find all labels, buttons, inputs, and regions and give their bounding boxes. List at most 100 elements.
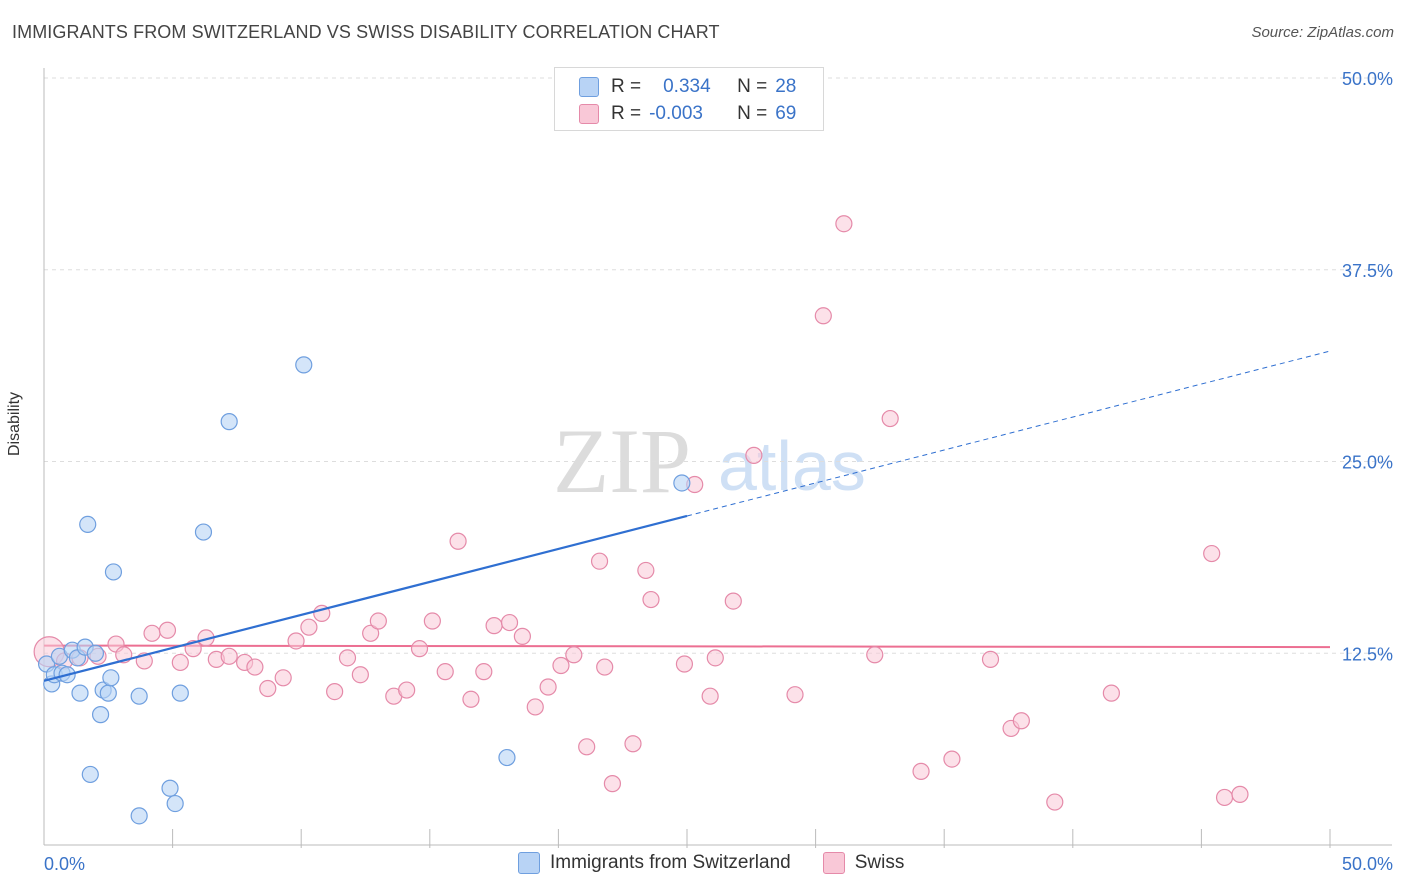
immigrants-trend-line [43,350,1331,682]
immigrants-swatch [518,852,540,874]
y-tick-label: 12.5% [1342,644,1393,664]
immigrants-point [130,687,148,705]
immigrants-point [673,474,691,492]
swiss-point [300,618,318,636]
swiss-point [500,613,519,632]
chart-title: IMMIGRANTS FROM SWITZERLAND VS SWISS DIS… [12,22,720,42]
swiss-point [143,624,161,642]
immigrants-points [37,356,691,825]
swiss-point [423,612,441,630]
gridlines [44,77,1392,654]
x-tick-label: 0.0% [44,854,85,874]
swiss-point [539,678,557,696]
immigrants-point [161,779,179,797]
swiss-point [701,687,719,705]
immigrants-point [498,748,516,767]
swiss-point [814,307,832,325]
immigrants-point [295,356,313,374]
tick-labels: 12.5% 25.0% 37.5% 50.0% 0.0% 50.0% [44,69,1393,874]
immigrants-point [81,765,99,784]
legend-label: Swiss [854,852,905,873]
immigrants-point [104,563,123,581]
swiss-swatch [822,852,845,874]
swiss-point [835,215,853,233]
n-value: 28 [775,76,797,97]
swiss-point [436,663,454,681]
swiss-point [351,666,369,684]
swiss-point [326,682,344,701]
immigrants-point [171,684,189,702]
swiss-point [449,532,467,550]
swiss-point [881,409,899,428]
n-value: 69 [775,103,797,124]
swiss-point [274,669,292,687]
immigrants-trend-dashed [686,350,1331,517]
immigrants-point [99,684,117,702]
swiss-point [912,762,930,780]
n-label: N = [737,103,768,124]
immigrants-point [130,807,148,825]
swiss-point [565,646,583,664]
axes [43,68,1392,848]
swiss-point [866,646,884,664]
swiss-point [637,561,655,580]
swiss-point [943,750,961,768]
immigrants-point [86,644,105,662]
immigrants-point [220,413,238,431]
swiss-point [362,624,380,642]
swiss-point [578,738,596,756]
swiss-point [596,658,614,676]
swiss-trend-line [43,644,1331,649]
legend-label: Immigrants from Switzerland [550,852,791,873]
y-tick-label: 50.0% [1342,69,1393,89]
swiss-point [410,640,429,658]
immigrants-trend-solid [43,514,688,682]
swiss-point [287,632,305,650]
watermark-atlas: atlas [718,427,866,505]
x-tick-label: 50.0% [1342,854,1393,874]
swiss-point [338,649,357,667]
source-label: Source: ZipAtlas.com [1251,24,1394,41]
swiss-point [1046,793,1064,811]
immigrants-point [91,706,110,724]
swiss-point [246,658,264,676]
immigrants-point [71,684,89,702]
stats-row-immigrants: R = 0.334 N = 28 [579,75,796,99]
swiss-point [981,650,1000,668]
swiss-point [475,663,493,681]
swiss-point [675,655,694,673]
swiss-trend-line-segment [43,644,1331,649]
immigrants-point [102,669,120,687]
swiss-point [462,690,480,708]
swiss-point [1102,684,1120,702]
swiss-point [1203,544,1221,563]
swiss-point [706,649,724,667]
swiss-points [33,215,1249,811]
swiss-point [724,592,742,610]
swiss-point [220,647,238,665]
y-axis-label: Disability [6,391,23,456]
series-legend: Immigrants from Switzerland Swiss [518,852,936,874]
swiss-point [158,621,177,639]
swiss-point [590,552,609,570]
immigrants-point [166,794,184,813]
swiss-point [1215,788,1234,807]
swiss-point [526,698,544,716]
swiss-point [398,681,416,699]
swiss-point [745,446,763,464]
legend-item-immigrants[interactable]: Immigrants from Switzerland [518,852,791,874]
swiss-point [642,590,660,609]
r-value: 0.334 [663,76,711,97]
y-tick-label: 25.0% [1342,453,1393,473]
r-label: R = [611,76,642,97]
r-value: -0.003 [649,103,703,124]
swiss-swatch [579,104,599,124]
stats-row-swiss: R = -0.003 N = 69 [579,102,796,126]
stats-legend: R = 0.334 N = 28 R = -0.003 N = 69 [554,67,824,131]
swiss-point [513,627,531,645]
n-label: N = [737,76,768,97]
legend-item-swiss[interactable]: Swiss [822,852,905,874]
y-tick-label: 37.5% [1342,261,1393,281]
swiss-point [786,686,804,704]
